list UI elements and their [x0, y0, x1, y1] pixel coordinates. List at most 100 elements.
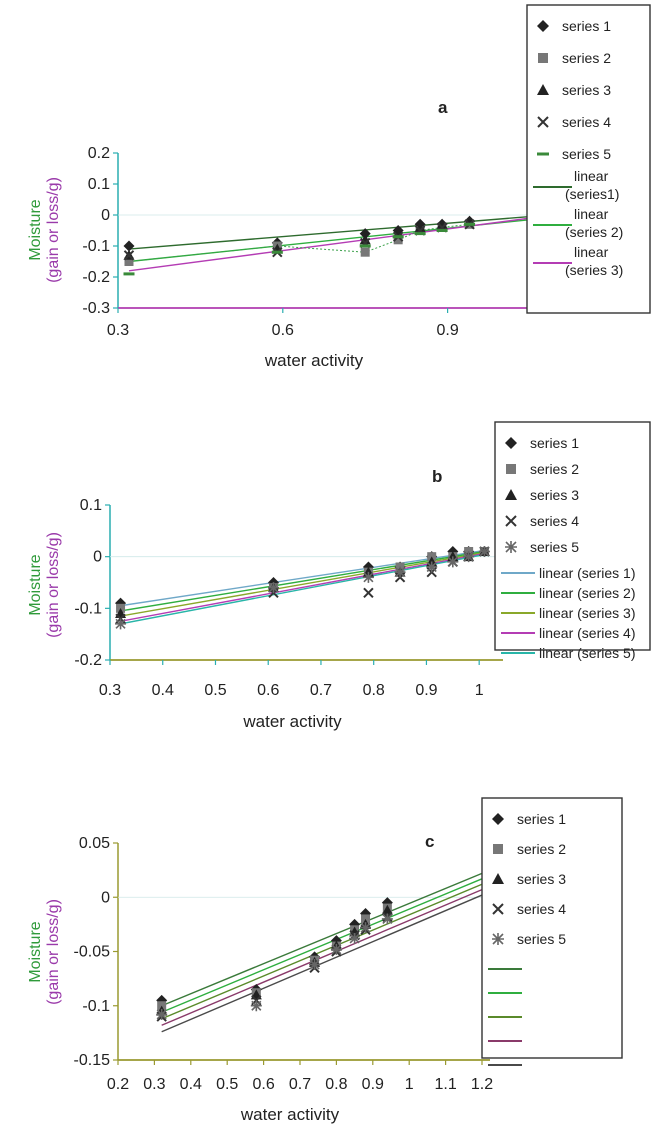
legend-label-series-1: series 1 [517, 811, 566, 827]
panel-label: b [432, 467, 442, 486]
fit-line-1 [128, 215, 531, 250]
legend-label-fit-1: linear (series 1) [539, 565, 635, 581]
fit-line-3 [120, 551, 485, 617]
x-tick-label: 0.5 [204, 682, 226, 699]
fit-line-5 [120, 553, 485, 625]
x-tick-label: 0.3 [99, 682, 121, 699]
series-5-point [156, 1008, 168, 1020]
y-axis-label-line1: Moisture [27, 199, 44, 260]
fit-line-1 [120, 549, 485, 607]
chart-panel-b: 0.1 0 -0.1 -0.2 0.3 0.4 0.5 0.6 0.7 0.8 0.9 1 water … [27, 421, 651, 731]
x-tick-label: 0.6 [272, 322, 294, 339]
legend-marker-series-2 [538, 53, 548, 63]
series-5-point [463, 551, 475, 563]
y-tick-label: 0 [93, 549, 102, 566]
fit-line-4 [161, 889, 483, 1026]
legend-marker-series-1 [505, 437, 517, 449]
series-5-point [426, 561, 438, 573]
x-axis-label: water activity [240, 1105, 340, 1124]
x-tick-label: 0.9 [362, 1076, 384, 1093]
y-tick-label: 0.1 [88, 176, 110, 193]
x-tick-label: 0.7 [289, 1076, 311, 1093]
y-axis-label: Moisture(gain or loss/g) [27, 532, 62, 638]
fit-line-1 [161, 872, 483, 1007]
series-3-point [359, 234, 371, 245]
y-tick-label: -0.2 [82, 269, 110, 286]
x-tick-label: 0.8 [363, 682, 385, 699]
legend-marker-series-2 [506, 464, 516, 474]
legend-box [481, 797, 623, 1059]
legend-marker-series-4 [492, 903, 504, 915]
series-5-point [267, 582, 279, 594]
x-axis-label: water activity [242, 712, 342, 731]
legend-marker-series-3 [537, 84, 549, 95]
series-4-point [363, 587, 374, 599]
x-tick-label: 1.2 [471, 1076, 493, 1093]
series-1-point [123, 240, 135, 252]
legend-label-fit-1-line2: (series1) [565, 186, 619, 202]
y-axis-label-line1: Moisture [27, 554, 44, 615]
legend-label-fit-3: linear [574, 244, 609, 260]
legend-label-fit-2: linear [574, 206, 609, 222]
x-tick-label: 0.6 [252, 1076, 274, 1093]
legend-label-series-5: series 5 [517, 931, 566, 947]
legend-label-series-5: series 5 [530, 539, 579, 555]
y-tick-label: 0.2 [88, 145, 110, 162]
legend-label-series-2: series 2 [530, 461, 579, 477]
legend-label-series-3: series 3 [517, 871, 566, 887]
chart-panel-a: 0.2 0.1 0 -0.1 -0.2 -0.3 0.3 0.6 0.9 water activi… [27, 4, 651, 370]
x-tick-label: 0.2 [107, 1076, 129, 1093]
legend-label-fit-2: linear (series 2) [539, 585, 635, 601]
y-tick-label: 0 [101, 207, 110, 224]
y-axis-label-line1: Moisture [27, 921, 44, 982]
legend-marker-series-3 [505, 489, 517, 500]
series-1-point [359, 228, 371, 240]
legend-label-fit-2-line2: (series 2) [565, 224, 623, 240]
y-tick-label: -0.15 [74, 1052, 111, 1069]
series-5-point [394, 566, 406, 578]
x-tick-label: 0.4 [152, 682, 174, 699]
legend: series 1 series 2 series 3 series 4 series 5 [481, 797, 623, 1066]
legend-label-series-5: series 5 [562, 146, 611, 162]
series-3-point [414, 221, 426, 232]
legend-label-series-4: series 4 [562, 114, 611, 130]
legend-label-fit-4: linear (series 4) [539, 625, 635, 641]
x-tick-label: 1.1 [434, 1076, 456, 1093]
y-tick-label: -0.1 [82, 998, 110, 1015]
legend: series 1 series 2 series 3 series 4 series 5… [494, 421, 651, 661]
series-3-point [349, 926, 361, 937]
legend-marker-series-4 [505, 515, 517, 527]
x-tick-label: 0.4 [180, 1076, 202, 1093]
legend: series 1 series 2 series 3 series 4 series 5… [526, 4, 651, 314]
x-tick-label: 0.6 [257, 682, 279, 699]
series-2-point [360, 247, 370, 257]
series-2-point [393, 235, 403, 245]
y-tick-label: -0.2 [74, 652, 102, 669]
series-5-point [330, 943, 342, 955]
legend-label-series-2: series 2 [562, 50, 611, 66]
legend-label-series-1: series 1 [562, 18, 611, 34]
x-tick-label: 0.7 [310, 682, 332, 699]
series-5-point [250, 1000, 262, 1012]
x-tick-label: 0.3 [143, 1076, 165, 1093]
fit-line-3 [128, 217, 531, 272]
fit-line-4 [120, 552, 485, 622]
series-5-point [362, 571, 374, 583]
x-tick-label: 0.9 [436, 322, 458, 339]
legend-label-series-2: series 2 [517, 841, 566, 857]
legend-label-fit-1: linear [574, 168, 609, 184]
series-5-point [309, 959, 321, 971]
legend-label-series-3: series 3 [562, 82, 611, 98]
y-tick-label: 0.1 [80, 497, 102, 514]
legend-label-fit-5: linear (series 5) [539, 645, 635, 661]
fit-line-3 [161, 883, 483, 1020]
y-tick-label: -0.3 [82, 300, 110, 317]
y-axis-label: Moisture(gain or loss/g) [27, 177, 62, 283]
series-3-point [436, 218, 448, 229]
legend-marker-series-5 [505, 541, 517, 553]
legend-label-fit-3: linear (series 3) [539, 605, 635, 621]
panel-label: c [425, 832, 434, 851]
x-tick-label: 1 [405, 1076, 414, 1093]
legend-label-series-4: series 4 [530, 513, 579, 529]
series-2-point [124, 257, 134, 266]
